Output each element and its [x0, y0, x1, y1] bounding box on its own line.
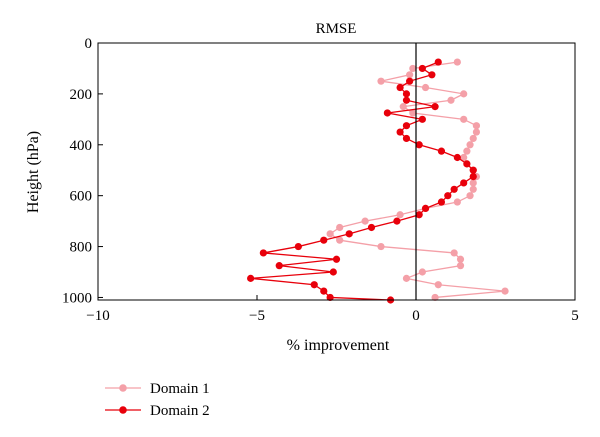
legend-label-domain-1: Domain 1: [150, 381, 210, 397]
x-tick-label: −5: [249, 308, 265, 324]
y-tick-label: 600: [70, 189, 93, 205]
data-point-domain-2: [434, 58, 442, 66]
data-point-domain-2: [345, 230, 353, 238]
x-tick-label: −10: [86, 308, 109, 324]
data-point-domain-1: [453, 198, 461, 206]
data-point-domain-2: [320, 236, 328, 244]
data-point-domain-1: [447, 96, 455, 104]
x-tick-label: 5: [571, 308, 579, 324]
series-line-domain-1: [328, 61, 506, 299]
data-point-domain-2: [418, 64, 426, 73]
y-tick-label: 1000: [62, 290, 92, 306]
data-point-domain-2: [326, 293, 334, 302]
data-point-domain-1: [460, 90, 468, 98]
data-point-domain-1: [501, 287, 509, 295]
data-point-domain-2: [383, 109, 391, 117]
data-point-domain-1: [431, 293, 439, 302]
data-point-domain-2: [431, 103, 439, 111]
data-point-domain-2: [259, 249, 267, 257]
data-point-domain-2: [460, 179, 468, 187]
data-point-domain-2: [396, 128, 404, 136]
y-axis-label: Height (hPa): [25, 131, 42, 213]
data-point-domain-1: [336, 223, 344, 232]
x-axis-label: % improvement: [287, 337, 390, 354]
data-point-domain-2: [418, 115, 426, 123]
data-point-domain-1: [463, 147, 471, 155]
data-point-domain-1: [469, 179, 477, 187]
legend-marker-domain-2: [119, 406, 127, 414]
data-point-domain-2: [453, 153, 461, 162]
legend-label-domain-2: Domain 2: [150, 403, 210, 419]
data-point-domain-1: [456, 262, 465, 270]
legend: Domain 1 Domain 2: [105, 381, 210, 419]
y-tick-label: 400: [70, 138, 93, 154]
data-point-domain-2: [428, 71, 436, 79]
series-line-domain-2: [250, 61, 474, 301]
data-point-domain-2: [367, 223, 376, 232]
data-point-domain-1: [460, 153, 468, 162]
data-point-domain-2: [469, 166, 477, 174]
data-point-domain-1: [434, 281, 442, 289]
data-point-domain-1: [460, 115, 468, 123]
y-tick-label: 200: [70, 87, 93, 103]
y-tick-label: 800: [70, 240, 93, 256]
data-point-domain-1: [409, 64, 417, 73]
data-point-domain-2: [402, 134, 411, 143]
data-point-domain-2: [247, 274, 255, 282]
data-point-domain-2: [421, 204, 430, 212]
data-point-domain-1: [453, 58, 461, 66]
data-point-domain-1: [450, 249, 458, 257]
data-point-domain-2: [437, 147, 446, 155]
data-point-domain-1: [399, 103, 407, 111]
plot-area: [247, 58, 509, 304]
data-point-domain-1: [377, 77, 385, 85]
data-point-domain-2: [415, 211, 423, 219]
data-point-domain-1: [402, 274, 411, 282]
data-point-domain-2: [329, 268, 337, 276]
data-point-domain-1: [326, 230, 334, 238]
x-axis-ticks: −10 −5 0 5: [86, 295, 579, 324]
data-point-domain-1: [469, 185, 477, 193]
data-point-domain-2: [332, 255, 341, 263]
data-point-domain-2: [402, 96, 411, 104]
data-point-domain-1: [472, 122, 481, 130]
data-point-domain-1: [377, 242, 385, 251]
data-point-domain-2: [463, 160, 471, 168]
data-point-domain-2: [275, 262, 283, 270]
plot-frame: [97, 42, 576, 301]
data-point-domain-1: [421, 83, 430, 92]
data-point-domain-2: [415, 141, 423, 149]
legend-marker-domain-1: [119, 384, 127, 392]
data-point-domain-2: [294, 242, 302, 251]
data-point-domain-2: [450, 185, 458, 193]
data-point-domain-1: [396, 211, 404, 219]
data-point-domain-2: [320, 287, 328, 295]
data-point-domain-1: [472, 128, 481, 136]
chart-title: RMSE: [316, 21, 357, 37]
data-point-domain-1: [336, 236, 344, 244]
data-point-domain-1: [466, 192, 474, 200]
y-axis-ticks: 0 200 400 600 800 1000: [62, 36, 103, 306]
data-point-domain-2: [437, 198, 446, 206]
data-point-domain-1: [418, 268, 426, 276]
data-point-domain-1: [469, 134, 477, 143]
data-point-domain-1: [456, 255, 465, 263]
x-tick-label: 0: [412, 308, 420, 324]
data-point-domain-2: [444, 192, 452, 200]
data-point-domain-1: [361, 217, 369, 225]
data-point-domain-2: [310, 281, 318, 289]
data-point-domain-1: [409, 109, 417, 117]
data-point-domain-1: [466, 141, 474, 149]
data-point-domain-2: [406, 77, 414, 85]
data-point-domain-2: [469, 172, 477, 181]
data-point-domain-2: [393, 217, 401, 225]
data-point-domain-2: [402, 90, 411, 98]
data-point-domain-2: [396, 83, 404, 92]
y-tick-label: 0: [85, 36, 93, 52]
data-point-domain-1: [406, 71, 414, 79]
data-point-domain-2: [402, 122, 411, 130]
